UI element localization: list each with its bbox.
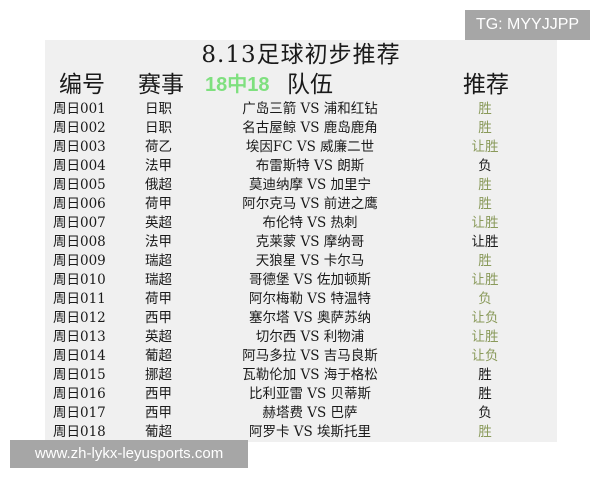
match-id: 周日008 — [53, 234, 106, 250]
table-row: 周日006 荷甲 阿尔克马 VS 前进之鹰 胜 — [45, 195, 557, 214]
table-row: 周日002 日职 名古屋鲸 VS 鹿岛鹿角 胜 — [45, 119, 557, 138]
pick: 胜 — [478, 424, 492, 440]
match-id: 周日018 — [53, 424, 106, 440]
league: 荷甲 — [145, 291, 172, 307]
pick: 让胜 — [471, 329, 499, 345]
match-id: 周日014 — [53, 348, 106, 364]
league: 瑞超 — [145, 253, 172, 269]
table-row: 周日003 荷乙 埃因FC VS 威廉二世 让胜 — [45, 138, 557, 157]
table-row: 周日016 西甲 比利亚雷 VS 贝蒂斯 胜 — [45, 385, 557, 404]
teams: 布伦特 VS 热刺 — [262, 215, 358, 231]
teams: 名古屋鲸 VS 鹿岛鹿角 — [242, 120, 378, 136]
league: 葡超 — [145, 348, 172, 364]
teams: 阿马多拉 VS 吉马良斯 — [242, 348, 378, 364]
league: 俄超 — [145, 177, 172, 193]
table-row: 周日017 西甲 赫塔费 VS 巴萨 负 — [45, 404, 557, 423]
league: 葡超 — [145, 424, 172, 440]
match-id: 周日007 — [53, 215, 106, 231]
pick: 胜 — [478, 253, 492, 269]
teams: 切尔西 VS 利物浦 — [255, 329, 365, 345]
league: 瑞超 — [145, 272, 172, 288]
match-id: 周日012 — [53, 310, 106, 326]
match-id: 周日010 — [53, 272, 106, 288]
url-banner: www.zh-lykx-leyusports.com — [10, 440, 248, 468]
teams: 莫迪纳摩 VS 加里宁 — [248, 177, 372, 193]
header-teams: 队伍 — [287, 72, 333, 98]
teams: 布雷斯特 VS 朗斯 — [255, 158, 365, 174]
teams: 赫塔费 VS 巴萨 — [262, 405, 358, 421]
teams: 天狼星 VS 卡尔马 — [255, 253, 365, 269]
teams: 哥德堡 VS 佐加顿斯 — [248, 272, 372, 288]
league: 法甲 — [145, 234, 172, 250]
teams: 塞尔塔 VS 奥萨苏纳 — [248, 310, 372, 326]
teams: 阿尔克马 VS 前进之鹰 — [242, 196, 378, 212]
header-id: 编号 — [59, 72, 105, 98]
league: 荷甲 — [145, 196, 172, 212]
teams: 埃因FC VS 威廉二世 — [245, 139, 375, 155]
table-row: 周日018 葡超 阿罗卡 VS 埃斯托里 胜 — [45, 423, 557, 442]
teams: 广岛三箭 VS 浦和红钻 — [242, 101, 378, 117]
league: 西甲 — [145, 386, 172, 402]
teams: 瓦勒伦加 VS 海于格松 — [242, 367, 378, 383]
pick: 让胜 — [471, 215, 499, 231]
table-row: 周日014 葡超 阿马多拉 VS 吉马良斯 让负 — [45, 347, 557, 366]
tg-banner: TG: MYYJJPP — [465, 10, 590, 40]
watermark-image: 18中18 — [205, 74, 270, 96]
match-id: 周日015 — [53, 367, 106, 383]
pick: 胜 — [478, 177, 492, 193]
teams: 克莱蒙 VS 摩纳哥 — [255, 234, 365, 250]
match-id: 周日004 — [53, 158, 106, 174]
picks-table: 8.13足球初步推荐 编号 赛事 队伍 推荐 周日001 日职 广岛三箭 VS 浦和… — [45, 40, 557, 442]
table-row: 周日008 法甲 克莱蒙 VS 摩纳哥 让胜 — [45, 233, 557, 252]
pick: 胜 — [478, 386, 492, 402]
match-id: 周日002 — [53, 120, 106, 136]
header-pick: 推荐 — [463, 72, 509, 98]
match-id: 周日011 — [53, 291, 106, 307]
match-id: 周日005 — [53, 177, 106, 193]
match-id: 周日001 — [53, 101, 106, 117]
table-row: 周日005 俄超 莫迪纳摩 VS 加里宁 胜 — [45, 176, 557, 195]
league: 英超 — [145, 215, 172, 231]
league: 荷乙 — [145, 139, 172, 155]
pick: 胜 — [478, 101, 492, 117]
pick: 胜 — [478, 120, 492, 136]
match-id: 周日016 — [53, 386, 106, 402]
table-row: 周日009 瑞超 天狼星 VS 卡尔马 胜 — [45, 252, 557, 271]
pick: 负 — [478, 291, 492, 307]
pick: 让胜 — [471, 272, 499, 288]
league: 法甲 — [145, 158, 172, 174]
pick: 让负 — [471, 348, 499, 364]
league: 英超 — [145, 329, 172, 345]
league: 西甲 — [145, 310, 172, 326]
pick: 负 — [478, 158, 492, 174]
teams: 阿罗卡 VS 埃斯托里 — [248, 424, 372, 440]
pick: 胜 — [478, 196, 492, 212]
pick: 让胜 — [471, 139, 499, 155]
match-id: 周日003 — [53, 139, 106, 155]
league: 西甲 — [145, 405, 172, 421]
pick: 让胜 — [471, 234, 499, 250]
pick: 胜 — [478, 367, 492, 383]
header-league: 赛事 — [138, 72, 184, 98]
table-row: 周日007 英超 布伦特 VS 热刺 让胜 — [45, 214, 557, 233]
match-id: 周日013 — [53, 329, 106, 345]
match-id: 周日009 — [53, 253, 106, 269]
table-row: 周日004 法甲 布雷斯特 VS 朗斯 负 — [45, 157, 557, 176]
table-row: 周日011 荷甲 阿尔梅勒 VS 特温特 负 — [45, 290, 557, 309]
teams: 比利亚雷 VS 贝蒂斯 — [248, 386, 372, 402]
match-id: 周日017 — [53, 405, 106, 421]
teams: 阿尔梅勒 VS 特温特 — [248, 291, 372, 307]
table-row: 周日001 日职 广岛三箭 VS 浦和红钻 胜 — [45, 100, 557, 119]
match-id: 周日006 — [53, 196, 106, 212]
table-row: 周日013 英超 切尔西 VS 利物浦 让胜 — [45, 328, 557, 347]
table-title: 8.13足球初步推荐 — [201, 42, 401, 68]
league: 日职 — [145, 120, 172, 136]
pick: 让负 — [471, 310, 499, 326]
league: 挪超 — [145, 367, 172, 383]
league: 日职 — [145, 101, 172, 117]
table-row: 周日015 挪超 瓦勒伦加 VS 海于格松 胜 — [45, 366, 557, 385]
table-row: 周日010 瑞超 哥德堡 VS 佐加顿斯 让胜 — [45, 271, 557, 290]
pick: 负 — [478, 405, 492, 421]
table-row: 周日012 西甲 塞尔塔 VS 奥萨苏纳 让负 — [45, 309, 557, 328]
